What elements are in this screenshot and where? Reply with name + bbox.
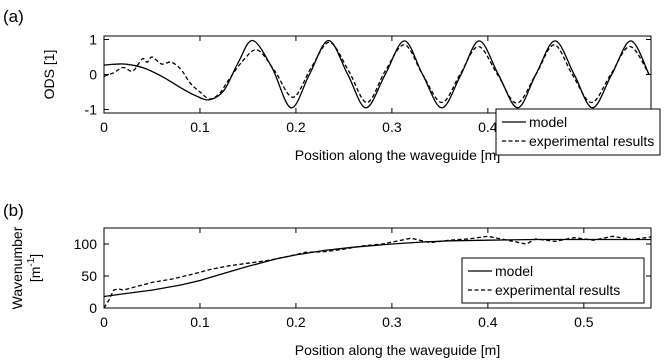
series-model-line <box>104 39 650 109</box>
unit-close: ] <box>27 254 43 258</box>
legend-box <box>461 257 645 304</box>
chart-panel-b: (b) 0 0.1 0.2 0.3 0.4 0.5 0 50 100 Position along … <box>3 201 652 358</box>
x-tick-label: 0.3 <box>382 314 402 330</box>
x-tick-label: 0 <box>100 314 108 330</box>
legend-label: model <box>495 263 533 279</box>
series-experimental-line <box>104 41 650 104</box>
unit-base: [m <box>27 267 43 283</box>
x-tick-label: 0.4 <box>478 314 498 330</box>
x-tick-label: 0.2 <box>286 119 306 135</box>
x-tick-label: 0.3 <box>382 119 402 135</box>
y-axis-label: Wavenumber <box>9 226 25 309</box>
y-tick-label: 0 <box>89 67 97 83</box>
plot-frame <box>103 35 652 114</box>
legend-label: experimental results <box>529 133 654 149</box>
x-tick-label: 0.1 <box>190 119 210 135</box>
plot-frame <box>103 227 652 309</box>
legend: model experimental results <box>461 257 645 304</box>
x-tick-label: 0 <box>100 119 108 135</box>
y-tick-label: -1 <box>85 102 98 118</box>
x-axis-label: Position along the waveguide [m] <box>295 147 500 163</box>
y-tick-label: 100 <box>74 236 98 252</box>
y-tick-label: 0 <box>89 300 97 316</box>
legend-label: model <box>529 114 567 130</box>
y-tick-label: 50 <box>81 268 97 284</box>
legend-box <box>495 108 661 156</box>
unit-exponent: -1 <box>26 257 37 266</box>
y-tick-label: 1 <box>89 32 97 48</box>
x-tick-label: 0.4 <box>478 119 498 135</box>
x-tick-label: 0.1 <box>190 314 210 330</box>
x-tick-label: 0.5 <box>574 314 594 330</box>
y-axis-label: ODS [1] <box>41 50 57 100</box>
x-tick-label: 0.2 <box>286 314 306 330</box>
panel-label: (a) <box>3 7 24 26</box>
panel-label: (b) <box>3 201 24 220</box>
y-axis-unit: [m-1] <box>26 254 43 282</box>
legend-label: experimental results <box>495 282 620 298</box>
x-axis-label: Position along the waveguide [m] <box>295 342 500 358</box>
legend: model experimental results <box>495 108 661 156</box>
